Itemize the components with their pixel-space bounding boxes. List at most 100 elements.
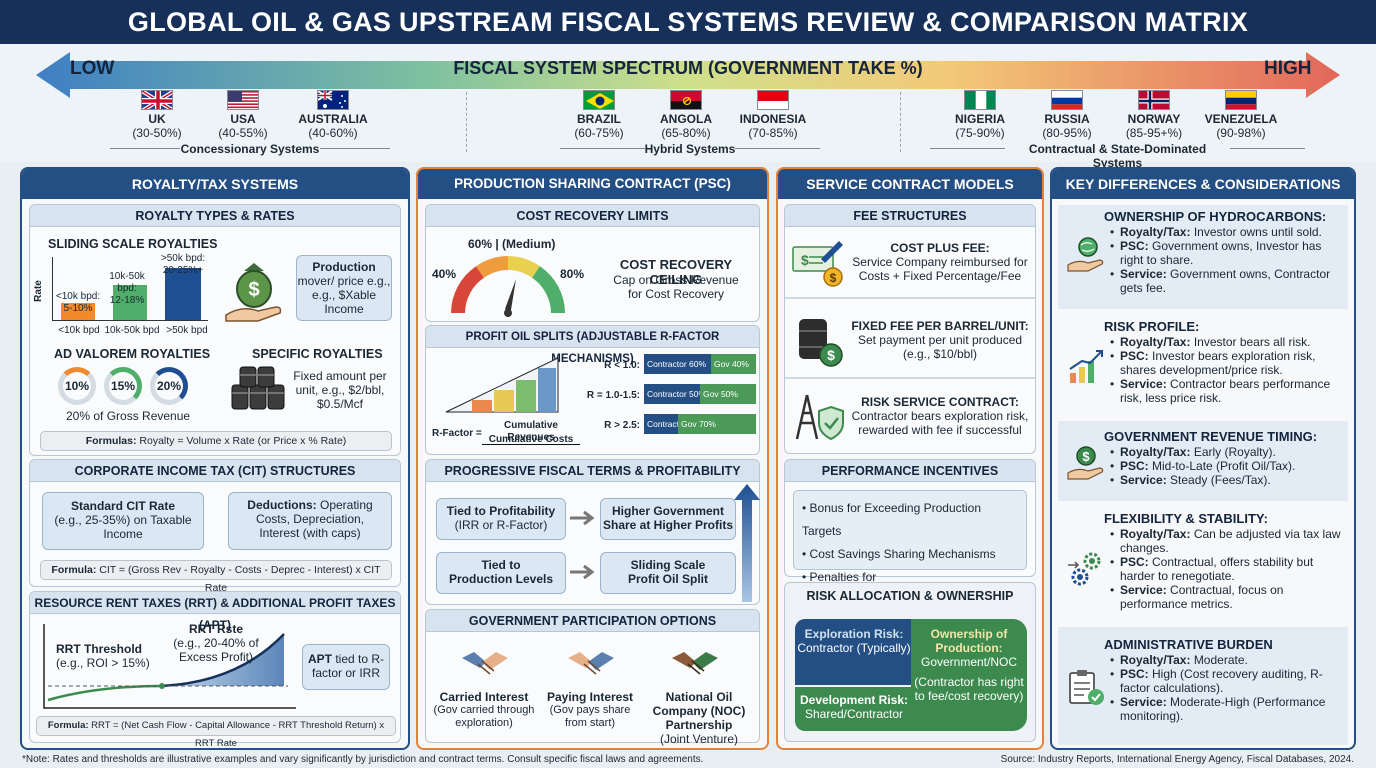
bar-category: >50k bpd: [166, 325, 208, 336]
ad-valorem-note: 20% of Gross Revenue: [66, 409, 191, 423]
development-risk-block: Development Risk: Shared/Contractor: [795, 687, 913, 731]
svg-text:$: $: [1082, 449, 1090, 464]
cost-recovery-panel: COST RECOVERY LIMITS 60% | (Medium) 40% …: [425, 204, 760, 322]
handshake-icon: [670, 644, 720, 689]
split-bar-r-gt-2-5: Contractor 30%Gov 70%: [644, 414, 756, 434]
uk-flag-icon: [141, 90, 173, 110]
panel-header: GOVERNMENT PARTICIPATION OPTIONS: [426, 610, 759, 632]
list-item: • Bonus for Exceeding Production Targets: [802, 501, 981, 538]
gov-option-carried: Carried Interest (Gov carried through exp…: [433, 690, 535, 729]
panel-header: PROFIT OIL SPLITS (ADJUSTABLE R-FACTOR M…: [426, 326, 759, 365]
column-header: SERVICE CONTRACT MODELS: [778, 169, 1042, 199]
country-name: ANGOLA: [660, 112, 712, 126]
brazil-flag-icon: [583, 90, 615, 110]
venezuela-flag-icon: [1225, 90, 1257, 110]
split-label: R = 1.0-1.5:: [586, 390, 640, 401]
oil-barrel-dollar-icon: $: [793, 317, 845, 374]
country-range: (75-90%): [955, 126, 1005, 140]
country-range: (40-55%): [218, 126, 268, 140]
section-risk-profile: RISK PROFILE: Royalty/Tax: Investor bear…: [1058, 319, 1348, 405]
rrt-rate-example: (e.g., 20-40% of Excess Profit): [173, 636, 259, 664]
country-name: NIGERIA: [954, 112, 1005, 126]
hand-globe-icon: [1066, 235, 1106, 278]
group-label: Hybrid Systems: [644, 142, 736, 156]
svg-text:$: $: [801, 252, 809, 268]
rate-axis-label: Rate: [32, 280, 44, 302]
country-range: (80-95%): [1042, 126, 1092, 140]
rrt-formula: Formula: RRT = (Net Cash Flow - Capital …: [36, 716, 396, 749]
country-range: (40-60%): [308, 126, 358, 140]
risk-chart-icon: [1066, 349, 1106, 390]
panel-header: PROGRESSIVE FISCAL TERMS & PROFITABILITY: [426, 460, 759, 482]
divider: [785, 377, 1035, 379]
country-brazil: BRAZIL (60-75%): [544, 90, 654, 140]
ceiling-body: Cap on Gross Revenue for Cost Recovery: [613, 273, 739, 301]
gauge-top-label: 60% | (Medium): [468, 237, 556, 251]
rrt-threshold-example: (e.g., ROI > 15%): [56, 656, 150, 670]
royalty-tax-column: ROYALTY/TAX SYSTEMS ROYALTY TYPES & RATE…: [20, 167, 410, 750]
r-factor-numerator: Cumulative Revenues: [482, 420, 580, 445]
fiscal-spectrum: LOW FISCAL SYSTEM SPECTRUM (GOVERNMENT T…: [0, 44, 1376, 170]
incentives-list: • Bonus for Exceeding Production Targets…: [793, 490, 1027, 607]
bar-label: 10k-50k bpd: 12-18%: [109, 271, 145, 306]
divider: [1230, 148, 1305, 149]
spectrum-arrow: [36, 52, 1340, 98]
panel-header: RISK ALLOCATION & OWNERSHIP: [806, 589, 1014, 603]
country-norway: NORWAY (85-95+%): [1099, 90, 1209, 140]
barrels-icon: [230, 365, 288, 418]
ad-valorem-title: AD VALOREM ROYALTIES: [54, 347, 211, 361]
divider: [466, 92, 467, 152]
country-angola: ANGOLA (65-80%): [631, 90, 741, 140]
bar-label: >50k bpd: 20-25%+: [160, 253, 206, 276]
sliding-scale-title: SLIDING SCALE ROYALTIES: [48, 237, 218, 251]
country-russia: RUSSIA (80-95%): [1012, 90, 1122, 140]
country-name: USA: [230, 112, 256, 126]
prog-box-production: Tied to Production Levels: [436, 552, 566, 594]
list-item: • Cost Savings Sharing Mechanisms: [802, 547, 996, 561]
russia-flag-icon: [1051, 90, 1083, 110]
bar-label: <10k bpd: 5-10%: [55, 291, 101, 314]
gears-arrows-icon: [1066, 551, 1106, 592]
risk-allocation-panel: RISK ALLOCATION & OWNERSHIP Exploration …: [784, 582, 1036, 742]
country-nigeria: NIGERIA (75-90%): [925, 90, 1035, 140]
rrt-rate-label: RRT Rste: [188, 622, 243, 636]
divider: [900, 92, 901, 152]
performance-incentives-panel: PERFORMANCE INCENTIVES • Bonus for Excee…: [784, 459, 1036, 607]
panel-header: CORPORATE INCOME TAX (CIT) STRUCTURES: [30, 460, 400, 482]
royalty-types-panel: ROYALTY TYPES & RATES SLIDING SCALE ROYA…: [29, 204, 401, 456]
group-label: Concessionary Systems: [180, 142, 320, 156]
cost-recovery-gauge: [448, 251, 568, 324]
split-label: R < 1.0:: [604, 360, 640, 371]
gov-participation-panel: GOVERNMENT PARTICIPATION OPTIONS Carried…: [425, 609, 760, 746]
prog-box-higher-gov: Higher Government Share at Higher Profits: [600, 498, 736, 540]
gov-share: Gov 40%: [711, 354, 756, 374]
rrt-curve-chart: [38, 620, 300, 719]
divider: [560, 148, 645, 149]
contractor-share: Contractor 60%: [644, 354, 711, 374]
key-differences-column: KEY DIFFERENCES & CONSIDERATIONS OWNERSH…: [1050, 167, 1356, 750]
r-factor-denominator: Cumulative Costs: [488, 434, 574, 445]
handshake-icon: [566, 644, 616, 689]
prog-box-sliding: Sliding Scale Profit Oil Split: [600, 552, 736, 594]
split-label: R > 2.5:: [604, 420, 640, 431]
bar-high: [165, 268, 201, 320]
split-bar-r-1-1-5: Contractor 50%Gov 50%: [644, 384, 756, 404]
column-header: PRODUCTION SHARING CONTRACT (PSC) VARIAT…: [418, 169, 767, 221]
fee-risk-service: RISK SERVICE CONTRACT: Contractor bears e…: [851, 395, 1029, 437]
indonesia-flag-icon: [757, 90, 789, 110]
divider: [320, 148, 390, 149]
royalty-formula: Formulas: Royalty = Volume x Rate (or Pr…: [40, 431, 392, 451]
r-factor-triangle: [444, 356, 564, 419]
country-name: UK: [148, 112, 166, 126]
arrow-right-icon: [568, 564, 598, 585]
gov-option-paying: Paying Interest (Gov pays share from star…: [546, 690, 634, 729]
country-venezuela: VENEZUELA (90-98%): [1186, 90, 1296, 140]
spectrum-title: FISCAL SYSTEM SPECTRUM (GOVERNMENT TAKE …: [453, 58, 923, 78]
r-factor-label: R-Factor =: [432, 428, 482, 439]
panel-header: RESOURCE RENT TAXES (RRT) & ADDITIONAL P…: [30, 592, 400, 632]
oil-rig-shield-icon: [793, 393, 847, 446]
apt-box: APT tied to R-factor or IRR: [302, 644, 390, 690]
cit-panel: CORPORATE INCOME TAX (CIT) STRUCTURES St…: [29, 459, 401, 594]
country-range: (30-50%): [132, 126, 182, 140]
gov-share: Gov 70%: [678, 414, 756, 434]
